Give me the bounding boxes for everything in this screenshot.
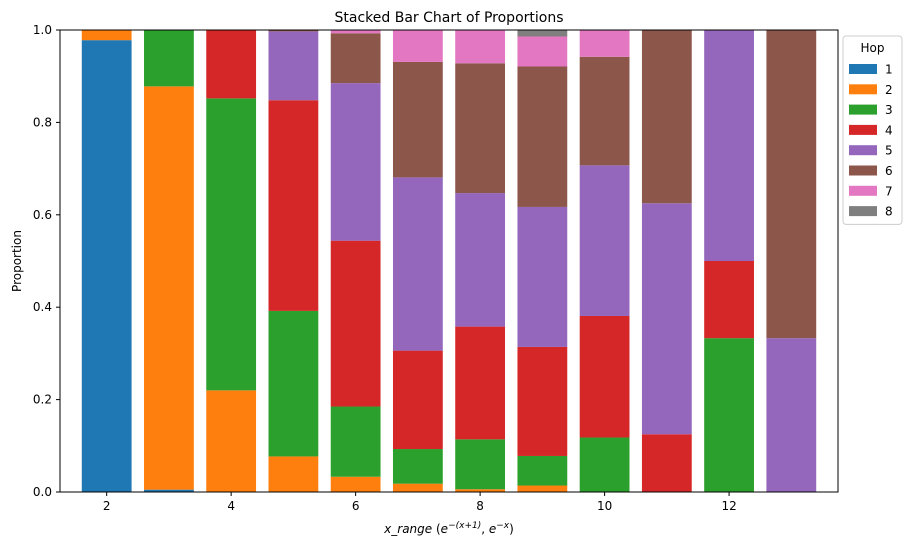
y-tick-label-0.2: 0.2 [33, 393, 52, 407]
legend-swatch-hop3 [849, 104, 877, 115]
y-tick-label-0.4: 0.4 [33, 300, 52, 314]
bar-segment-x13-hop5 [766, 338, 817, 492]
x-tick-label-4: 4 [227, 499, 235, 513]
bar-segment-x8-hop6 [455, 63, 506, 194]
bar-segment-x5-hop6 [268, 30, 319, 32]
bar-segment-x7-hop7 [392, 30, 443, 62]
x-axis: 2 4 6 8 10 12 [103, 492, 737, 513]
bar-segment-x9-hop4 [517, 346, 568, 456]
x-axis-label-exp2: −x [496, 521, 510, 531]
x-tick-label-6: 6 [352, 499, 360, 513]
bar-segment-x9-hop3 [517, 455, 568, 486]
bar-segment-x8-hop5 [455, 193, 506, 327]
legend-label-hop2: 2 [885, 83, 893, 97]
bar-segment-x9-hop5 [517, 206, 568, 347]
x-tick-label-12: 12 [721, 499, 736, 513]
bar-segment-x9-hop8 [517, 30, 568, 37]
bar-segment-x7-hop2 [392, 483, 443, 492]
x-axis-label-close: ) [509, 522, 514, 536]
bar-segment-x12-hop4 [704, 261, 754, 339]
bar-segment-x11-hop5 [641, 203, 692, 435]
bar-segment-x4-hop2 [206, 390, 257, 492]
bar-segment-x7-hop6 [392, 61, 443, 178]
bar-segment-x6-hop7 [330, 30, 381, 34]
bar-segment-x2-hop1 [81, 40, 132, 492]
legend-swatch-hop8 [849, 206, 877, 217]
legend-label-hop7: 7 [885, 184, 893, 198]
legend-label-hop6: 6 [885, 164, 893, 178]
y-tick-label-0.8: 0.8 [33, 115, 52, 129]
x-tick-label-2: 2 [103, 499, 111, 513]
x-tick-label-8: 8 [476, 499, 484, 513]
bar-segment-x6-hop3 [330, 406, 381, 477]
legend-swatch-hop6 [849, 165, 877, 176]
bar-segment-x6-hop6 [330, 33, 381, 84]
bar-segment-x5-hop5 [268, 31, 319, 101]
bar-segment-x7-hop4 [392, 350, 443, 450]
bar-segment-x10-hop5 [579, 165, 630, 316]
bar-segment-x4-hop4 [206, 30, 257, 99]
x-axis-label: x_range (e−(x+1), e−x) [383, 521, 514, 536]
x-axis-label-exp1: −(x+1) [448, 521, 481, 531]
bar-segment-x10-hop4 [579, 315, 630, 438]
plot-frame [59, 29, 839, 493]
bar-segment-x10-hop3 [579, 437, 630, 492]
legend-label-hop5: 5 [885, 144, 893, 158]
bars-group [81, 30, 817, 492]
legend-swatch-hop4 [849, 124, 877, 135]
bar-segment-x4-hop3 [206, 98, 257, 391]
bar-segment-x5-hop3 [268, 310, 319, 457]
x-axis-label-base2: e [489, 522, 496, 536]
y-axis: 0.0 0.2 0.4 0.6 0.8 1.0 [33, 23, 60, 499]
x-axis-label-base1: e [441, 522, 448, 536]
bar-segment-x12-hop5 [704, 30, 754, 261]
legend-swatch-hop1 [849, 64, 877, 74]
bar-segment-x3-hop2 [144, 86, 194, 490]
bar-segment-x8-hop3 [455, 439, 506, 490]
bar-segment-x9-hop7 [517, 36, 568, 67]
y-tick-label-0.6: 0.6 [33, 208, 52, 222]
legend-title: Hop [861, 41, 885, 55]
bar-segment-x2-hop2 [81, 30, 132, 41]
x-axis-label-sep: , [481, 522, 489, 536]
bar-segment-x11-hop6 [641, 30, 692, 204]
bar-segment-x9-hop2 [517, 485, 568, 492]
bar-segment-x8-hop7 [455, 30, 506, 64]
bar-segment-x7-hop5 [392, 177, 443, 351]
bar-segment-x9-hop6 [517, 66, 568, 207]
x-axis-label-name: x_range [383, 522, 432, 536]
bar-segment-x3-hop3 [144, 30, 194, 87]
y-tick-label-0: 0.0 [33, 485, 52, 499]
y-axis-label: Proportion [10, 230, 24, 292]
bar-segment-x6-hop4 [330, 240, 381, 407]
bar-segment-x3-hop1 [144, 489, 194, 492]
bar-segment-x5-hop4 [268, 100, 319, 311]
bar-segment-x6-hop5 [330, 83, 381, 241]
bar-segment-x13-hop6 [766, 30, 817, 339]
bar-segment-x12-hop3 [704, 338, 754, 492]
bar-segment-x7-hop3 [392, 449, 443, 484]
bar-segment-x11-hop4 [641, 434, 692, 492]
x-axis-label-open: ( [432, 522, 441, 536]
legend-swatch-hop7 [849, 185, 877, 196]
legend-label-hop8: 8 [885, 205, 893, 219]
legend-label-hop1: 1 [885, 63, 893, 77]
legend-swatch-hop2 [849, 84, 877, 95]
bar-segment-x10-hop6 [579, 56, 630, 166]
bar-segment-x8-hop2 [455, 489, 506, 492]
bar-segment-x5-hop2 [268, 456, 319, 492]
legend-label-hop4: 4 [885, 123, 893, 137]
bar-segment-x6-hop2 [330, 476, 381, 492]
legend-swatch-hop5 [849, 145, 877, 156]
chart-title: Stacked Bar Chart of Proportions [335, 10, 564, 26]
bar-segment-x8-hop4 [455, 326, 506, 440]
bar-segment-x10-hop7 [579, 30, 630, 57]
legend-label-hop3: 3 [885, 103, 893, 117]
x-tick-label-10: 10 [597, 499, 612, 513]
y-tick-label-1: 1.0 [33, 23, 52, 37]
